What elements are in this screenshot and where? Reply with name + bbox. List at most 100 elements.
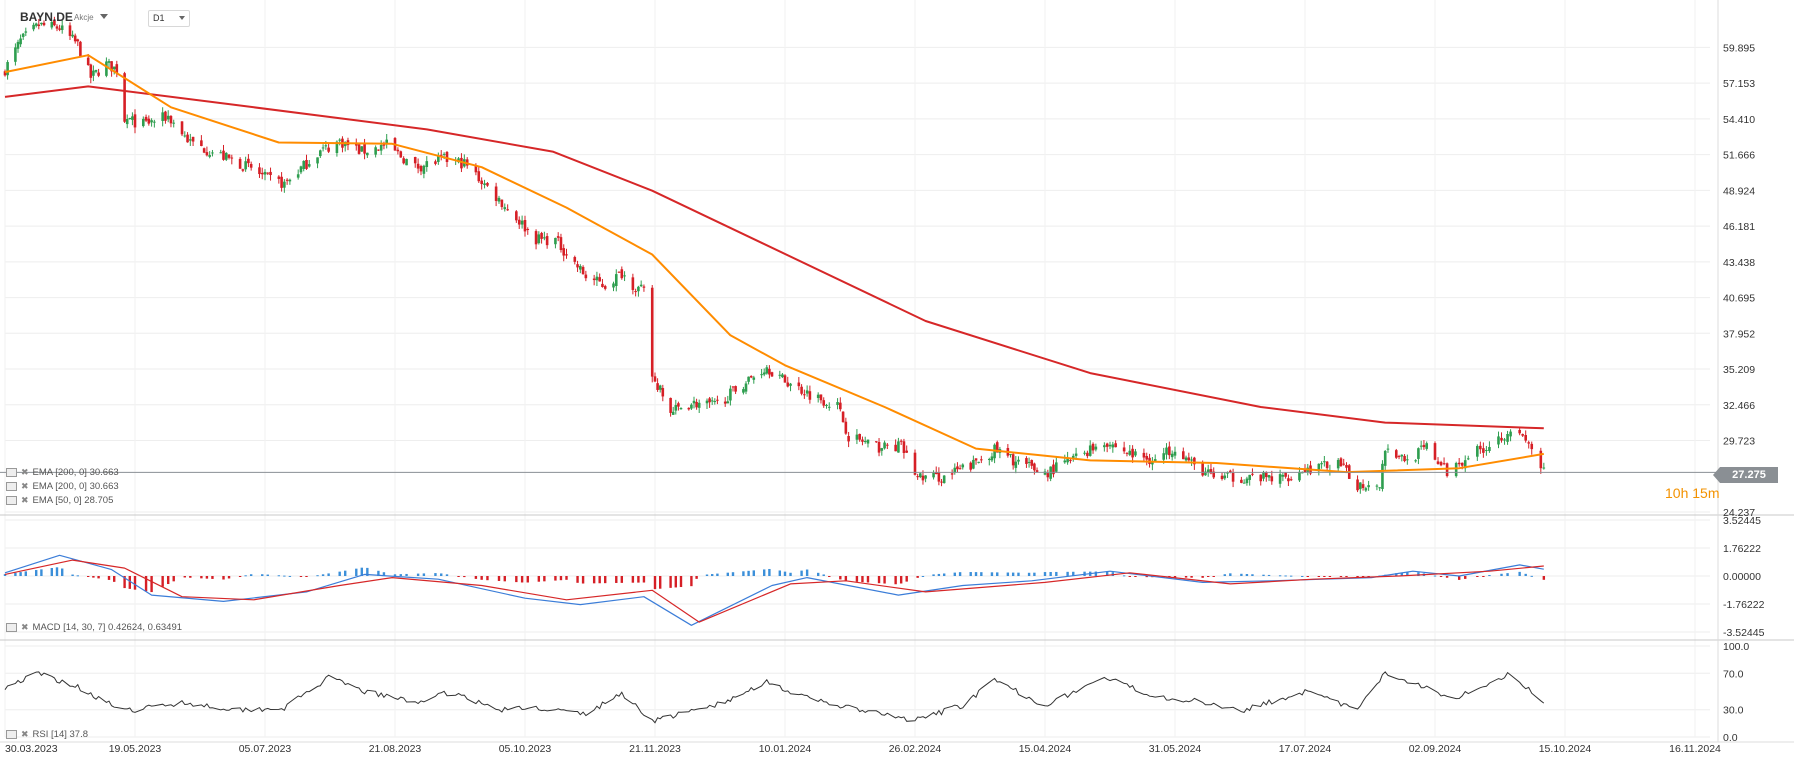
- macd-histogram-bar: [261, 574, 264, 576]
- settings-icon[interactable]: [6, 468, 17, 477]
- candle: [620, 269, 624, 279]
- date-tick-label: 16.11.2024: [1669, 743, 1721, 755]
- candle: [905, 450, 909, 453]
- close-icon[interactable]: ✖: [21, 495, 29, 505]
- close-icon[interactable]: ✖: [21, 481, 29, 491]
- candle: [419, 166, 423, 172]
- close-icon[interactable]: ✖: [21, 729, 29, 739]
- candle: [540, 232, 543, 239]
- macd-histogram-bar: [659, 576, 662, 589]
- settings-icon[interactable]: [6, 482, 17, 491]
- candle: [247, 158, 250, 164]
- candle: [1014, 461, 1018, 468]
- candle: [786, 382, 790, 387]
- settings-icon[interactable]: [6, 730, 17, 739]
- candle: [1417, 448, 1420, 459]
- macd-histogram-bar: [1339, 576, 1343, 577]
- candle: [1128, 450, 1132, 455]
- candle: [956, 466, 959, 470]
- candle: [554, 237, 557, 245]
- macd-histogram-bar: [537, 576, 541, 582]
- candle: [1229, 470, 1232, 472]
- macd-histogram-bar: [35, 570, 38, 576]
- candle: [760, 374, 763, 376]
- close-icon[interactable]: ✖: [21, 622, 29, 632]
- candle: [897, 441, 900, 453]
- candle: [222, 150, 225, 160]
- candle: [1323, 461, 1326, 463]
- candle: [1259, 474, 1263, 482]
- close-icon[interactable]: ✖: [21, 467, 29, 477]
- candle: [1503, 439, 1506, 441]
- candle: [958, 468, 962, 470]
- candle: [1422, 444, 1426, 448]
- macd-histogram-bar: [61, 568, 64, 576]
- candle: [1226, 472, 1229, 474]
- price-tick-label: 43.438: [1723, 257, 1755, 269]
- macd-tick-label: 1.76222: [1723, 543, 1761, 555]
- candle: [902, 441, 906, 454]
- legend-ema50[interactable]: ✖ EMA [50, 0] 28.705: [6, 495, 113, 506]
- macd-histogram-bar: [1201, 576, 1204, 578]
- symbol-label[interactable]: BAYN.DE: [20, 10, 73, 24]
- candle: [1030, 460, 1034, 466]
- candle: [1521, 434, 1524, 436]
- candle: [76, 39, 80, 42]
- macd-histogram-bar: [205, 576, 209, 579]
- candle: [723, 401, 727, 404]
- candle: [749, 376, 753, 378]
- macd-histogram-bar: [76, 575, 79, 577]
- candle: [1378, 487, 1381, 489]
- macd-histogram-bar: [526, 576, 529, 583]
- candle: [639, 284, 643, 287]
- candle: [883, 442, 886, 449]
- candle: [125, 119, 129, 125]
- candle: [1367, 485, 1370, 488]
- macd-histogram-bar: [133, 576, 137, 590]
- candle: [442, 153, 446, 155]
- candle: [919, 473, 922, 478]
- settings-icon[interactable]: [6, 496, 17, 505]
- candle: [1131, 448, 1134, 458]
- candle: [1445, 463, 1449, 477]
- candle: [880, 448, 884, 451]
- candle: [1359, 482, 1362, 490]
- legend-rsi[interactable]: ✖ RSI [14] 37.8: [6, 729, 88, 740]
- timeframe-select[interactable]: D1: [148, 10, 190, 27]
- candle: [1206, 469, 1210, 473]
- legend-macd[interactable]: ✖ MACD [14, 30, 7] 0.42624, 0.63491: [6, 622, 182, 633]
- candle: [68, 25, 72, 36]
- countdown-hours: 10: [1665, 485, 1681, 501]
- candle: [1457, 462, 1461, 465]
- candle: [697, 402, 701, 408]
- legend-ema200-b[interactable]: ✖ EMA [200, 0] 30.663: [6, 481, 119, 492]
- candle: [534, 231, 538, 245]
- macd-histogram-bar: [921, 575, 925, 577]
- candle: [974, 458, 978, 461]
- legend-ema200-a[interactable]: ✖ EMA [200, 0] 30.663: [6, 467, 119, 478]
- price-tick-label: 24.237: [1723, 507, 1755, 519]
- candle: [285, 179, 289, 181]
- macd-tick-label: 3.52445: [1723, 515, 1761, 527]
- candle: [1433, 443, 1437, 460]
- candle: [1320, 463, 1323, 465]
- candle: [219, 152, 223, 154]
- settings-icon[interactable]: [6, 623, 17, 632]
- candle: [839, 402, 842, 410]
- macd-histogram-bar: [19, 572, 22, 576]
- candle: [716, 399, 719, 401]
- candle: [205, 152, 209, 156]
- macd-histogram-bar: [581, 576, 585, 584]
- chevron-down-icon[interactable]: [100, 14, 108, 19]
- axis-layer: 59.895 57.153 54.410 51.666 48.924 46.181 43.4…: [5, 42, 1765, 755]
- candle: [1303, 469, 1307, 473]
- candle: [402, 158, 405, 164]
- macd-histogram-bar: [266, 574, 269, 576]
- candle: [1201, 462, 1204, 476]
- candle: [768, 368, 771, 375]
- candle: [1046, 473, 1050, 478]
- macd-histogram-bar: [1464, 576, 1467, 579]
- macd-histogram-bar: [783, 571, 787, 576]
